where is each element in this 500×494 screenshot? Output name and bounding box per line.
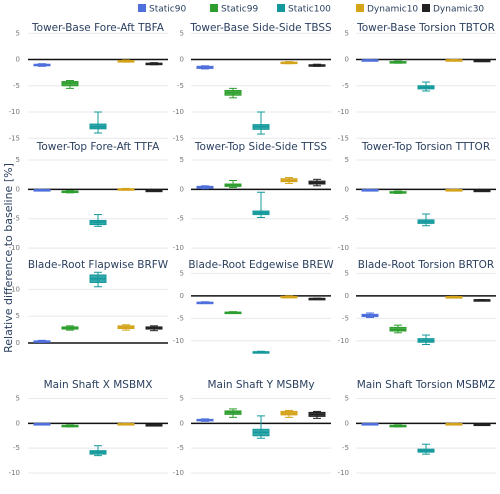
y-tick-label: 0: [16, 419, 20, 427]
y-tick-label: 10: [11, 285, 20, 293]
y-tick-label: 5: [180, 394, 184, 402]
y-tick-label: 0: [180, 292, 184, 300]
y-tick-label: -5: [342, 215, 349, 223]
y-tick-label: 0: [16, 56, 20, 64]
y-tick-label: 0: [16, 339, 20, 347]
y-tick-label: -10: [338, 469, 349, 477]
y-tick-label: 5: [16, 312, 20, 320]
y-tick-label: -5: [177, 215, 184, 223]
y-tick-label: 0: [345, 292, 349, 300]
y-tick-label: -10: [338, 108, 349, 116]
y-tick-label: 0: [345, 185, 349, 193]
legend-label: Static100: [288, 5, 331, 15]
subplot-title: Tower-Base Torsion TBTOR: [356, 22, 495, 34]
y-tick-label: 5: [16, 394, 20, 402]
y-tick-label: 0: [180, 419, 184, 427]
y-tick-label: -5: [342, 314, 349, 322]
subplot-title: Blade-Root Edgewise BREW: [188, 259, 334, 271]
y-tick-label: -5: [13, 215, 20, 223]
y-tick-label: 5: [16, 156, 20, 164]
y-tick-label: -10: [173, 337, 184, 345]
subplot-title: Blade-Root Torsion BRTOR: [358, 259, 494, 271]
legend-label: Dynamic30: [433, 5, 484, 15]
y-tick-label: 0: [180, 185, 184, 193]
y-tick-label: -10: [338, 244, 349, 252]
y-tick-label: 5: [16, 29, 20, 37]
y-tick-label: 0: [16, 185, 20, 193]
y-tick-label: -10: [9, 244, 20, 252]
y-tick-label: -5: [13, 82, 20, 90]
subplot-title: Tower-Top Fore-Aft TTFA: [36, 141, 160, 153]
y-tick-label: -5: [342, 444, 349, 452]
subplot-title: Main Shaft Torsion MSBMZ: [357, 379, 495, 391]
legend-label: Dynamic10: [367, 5, 418, 15]
legend-swatch: [422, 4, 430, 12]
y-tick-label: 5: [180, 269, 184, 277]
legend-label: Static90: [149, 5, 186, 15]
y-tick-label: -5: [177, 444, 184, 452]
y-tick-label: 5: [345, 29, 349, 37]
legend-swatch: [210, 4, 218, 12]
subplot-title: Tower-Base Side-Side TBSS: [189, 22, 332, 34]
legend-label: Static99: [221, 5, 258, 15]
subplot-title: Tower-Base Fore-Aft TBFA: [31, 22, 165, 34]
y-tick-label: -5: [177, 314, 184, 322]
y-tick-label: 5: [180, 156, 184, 164]
y-tick-label: -10: [173, 244, 184, 252]
subplot-title: Tower-Top Side-Side TTSS: [194, 141, 327, 153]
y-tick-label: -15: [173, 134, 184, 142]
legend-swatch: [356, 4, 364, 12]
y-tick-label: 0: [180, 56, 184, 64]
y-tick-label: 0: [345, 419, 349, 427]
y-tick-label: -10: [9, 469, 20, 477]
y-tick-label: -5: [13, 444, 20, 452]
subplot-title: Tower-Top Torsion TTTOR: [361, 141, 490, 153]
legend-swatch: [277, 4, 285, 12]
subplot-title: Main Shaft Y MSBMy: [207, 379, 314, 391]
y-tick-label: 0: [345, 56, 349, 64]
y-tick-label: -10: [173, 469, 184, 477]
y-tick-label: 5: [345, 269, 349, 277]
subplot-title: Main Shaft X MSBMX: [44, 379, 153, 391]
y-tick-label: -10: [338, 337, 349, 345]
y-tick-label: -10: [173, 108, 184, 116]
legend-swatch: [138, 4, 146, 12]
y-tick-label: -15: [9, 134, 20, 142]
y-tick-label: -10: [9, 108, 20, 116]
y-tick-label: 5: [345, 156, 349, 164]
y-tick-label: -5: [342, 82, 349, 90]
y-tick-label: 5: [180, 29, 184, 37]
y-tick-label: -5: [177, 82, 184, 90]
y-tick-label: 5: [345, 394, 349, 402]
y-axis-label: Relative difference to baseline [%]: [2, 163, 15, 353]
subplot-title: Blade-Root Flapwise BRFW: [28, 259, 169, 271]
y-tick-label: -15: [338, 134, 349, 142]
